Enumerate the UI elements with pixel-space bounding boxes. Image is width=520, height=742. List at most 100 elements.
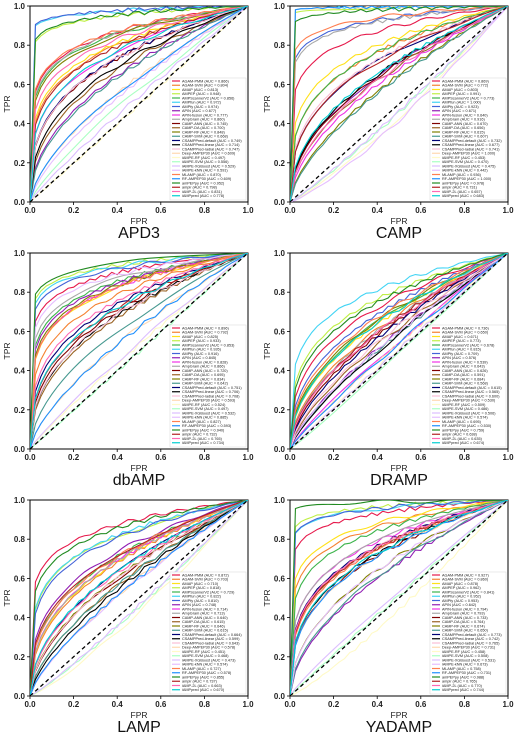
legend-entry: AMAP (AUC = 0.710)	[182, 582, 219, 586]
x-tick-label: 1.0	[502, 206, 514, 215]
legend-entry: CSAMPPred-linear (AUC = 0.742)	[442, 637, 500, 641]
y-tick-label: 0.4	[274, 367, 286, 376]
panel-title: DRAMP	[370, 472, 428, 489]
roc-curve-csamppred-radial	[30, 6, 248, 202]
x-tick-label: 0.6	[415, 206, 427, 215]
legend-entry: AMPScannerV2 (AUC = 0.773)	[442, 96, 495, 100]
roc-curve-iampe-knn	[290, 500, 508, 696]
legend-entry: MLAMP (AUC = 0.758)	[442, 667, 482, 671]
roc-curve-iampe-rf	[30, 6, 248, 202]
legend-entry: AmpGram (AUC = 0.866)	[182, 365, 225, 369]
y-tick-label: 0.4	[274, 120, 286, 129]
legend-entry: RF-AMPEP30 (AUC = 0.731)	[442, 671, 492, 675]
legend-entry: CAMP-SVM (AUC = 0.615)	[182, 629, 229, 633]
roc-curve-iamppred	[30, 6, 248, 202]
legend-entry: iAMPE-SVM (AUC = 0.470)	[442, 160, 489, 164]
legend-entry: MLAMP (AUC = 0.695)	[442, 420, 482, 424]
roc-curve-iampe-rf	[290, 6, 508, 202]
legend-entry: RF-AMPEP30 (AUC = 0.609)	[182, 177, 232, 181]
roc-curve-csamppred-radial	[30, 253, 248, 449]
y-tick-label: 0.8	[274, 288, 286, 297]
legend-entry: AMPEP (AUC = 0.933)	[182, 339, 221, 343]
x-tick-label: 0.2	[328, 700, 340, 709]
legend-entry: iAMPE-RF (AUC = 0.509)	[442, 403, 486, 407]
y-tick-label: 1.0	[274, 496, 286, 505]
x-axis-label: FPR	[131, 710, 148, 720]
roc-curve-ampeppy	[290, 253, 508, 449]
roc-curve-ampfy	[30, 253, 248, 449]
legend: AGAM-PMM (AUC = 0.872)AGAM-SVM (AUC = 0.…	[169, 571, 247, 695]
roc-curve-ampfy	[290, 253, 508, 449]
y-tick-label: 0.2	[14, 159, 26, 168]
legend-box	[429, 324, 507, 448]
legend: AGAM-PMM (AUC = 0.927)AGAM-SVM (AUC = 0.…	[429, 571, 507, 695]
legend-entry: CAMP-DA (AUC = 0.656)	[442, 126, 485, 130]
legend-entry: amPEPpy (AUC = 0.759)	[442, 428, 485, 432]
y-tick-label: 0.6	[14, 574, 26, 583]
curves-group	[30, 253, 248, 449]
legend-entry: AGAM-PMM (AUC = 0.736)	[442, 326, 489, 330]
x-tick-label: 0.6	[155, 206, 167, 215]
roc-curve-ampfun	[30, 253, 248, 449]
legend-entry: CAMP-SVM (AUC = 0.607)	[442, 135, 489, 139]
y-tick-label: 0.4	[274, 614, 286, 623]
legend-entry: iAMP-2L (AUC = 0.663)	[182, 684, 223, 688]
roc-curve-csamppred-radial	[290, 253, 508, 449]
roc-curve-camp-svm	[30, 253, 248, 449]
roc-curve-iamp-2l	[30, 6, 248, 202]
legend-entry: AMPScannerV2 (AUC = 0.678)	[442, 343, 495, 347]
legend-entry: AmpGram (AUC = 0.793)	[442, 612, 485, 616]
legend: AGAM-PMM (AUC = 0.866)AGAM-SVM (AUC = 0.…	[169, 77, 247, 201]
legend-entry: AMPEP (AUC = 0.991)	[442, 92, 481, 96]
x-tick-label: 0.0	[284, 206, 296, 215]
x-tick-label: 0.2	[68, 700, 80, 709]
roc-chart-svg: 0.0 0.2 0.4 0.6 0.8 1.0 0.0 0.2 0.4 0.6 0.8 1.0 FPR T…	[262, 2, 514, 242]
legend-entry: CAMP-ANN (AUC = 0.670)	[442, 122, 488, 126]
legend-entry: APIN-fusion (AUC = 0.714)	[182, 607, 228, 611]
roc-curve-ampep	[290, 6, 508, 202]
roc-curve-apin	[290, 500, 508, 696]
roc-curve-iampe-xgboost	[290, 6, 508, 202]
y-tick-label: 0.8	[14, 535, 26, 544]
legend-entry: iAMPpred (AUC = 0.744)	[442, 688, 485, 692]
legend-entry: CAMP-RF (AUC = 0.674)	[442, 624, 485, 628]
x-tick-label: 0.4	[112, 700, 124, 709]
legend-entry: AmpGram (AUC = 0.643)	[442, 365, 485, 369]
y-tick-label: 1.0	[14, 2, 26, 11]
x-tick-label: 1.0	[242, 700, 254, 709]
y-axis-label: TPR	[2, 590, 12, 607]
legend-entry: iAMPpred (AUC = 0.778)	[182, 194, 225, 198]
legend-entry: iAMPE-RF (AUC = 0.451)	[182, 650, 226, 654]
roc-curve-iampe-knn	[290, 6, 508, 202]
y-axis-label: TPR	[2, 343, 12, 360]
legend: AGAM-PMM (AUC = 0.869)AGAM-SVM (AUC = 0.…	[429, 77, 507, 201]
x-tick-label: 0.8	[199, 206, 211, 215]
legend-entry: CAMP-DA (AUC = 0.700)	[182, 126, 225, 130]
legend-entry: iAMPE-RF (AUC = 0.497)	[182, 156, 226, 160]
y-tick-label: 0.8	[274, 535, 286, 544]
legend-entry: amPEPpy (AUC = 0.988)	[442, 675, 485, 679]
legend-entry: iAMP-2L (AUC = 0.635)	[442, 437, 483, 441]
roc-chart-svg: 0.0 0.2 0.4 0.6 0.8 1.0 0.0 0.2 0.4 0.6 0.8 1.0 FPR T…	[2, 2, 254, 242]
legend-entry: CAMP-ANN (AUC = 0.745)	[182, 122, 228, 126]
legend-box	[169, 571, 247, 695]
legend-entry: AGAM-SVM (AUC = 0.650)	[442, 331, 489, 335]
legend-entry: AMPfun (AUC = 0.952)	[442, 595, 482, 599]
y-tick-label: 0.6	[274, 574, 286, 583]
legend-box	[169, 77, 247, 201]
panel-title: YADAMP	[366, 719, 432, 736]
panel-title: CAMP	[376, 225, 422, 242]
legend-entry: CAMP-RF (AUC = 0.684)	[442, 377, 485, 381]
y-axis-label: TPR	[2, 96, 12, 113]
legend-entry: CSAMPPred-default (AUC = 0.749)	[182, 139, 242, 143]
x-tick-label: 0.8	[459, 453, 471, 462]
roc-curve-iamp-2l	[290, 500, 508, 696]
x-axis-label: FPR	[131, 463, 148, 473]
legend-entry: APIN (AUC = 0.748)	[182, 603, 217, 607]
legend-entry: AmpGram (AUC = 0.713)	[182, 612, 225, 616]
legend-entry: iAMPpred (AUC = 0.674)	[442, 441, 485, 445]
legend-entry: CSAMPPred-radial (AUC = 0.708)	[182, 394, 240, 398]
legend-entry: AMAP (AUC = 0.813)	[182, 88, 219, 92]
roc-curve-ampgram	[290, 500, 508, 696]
legend-entry: iAMP-2L (AUC = 0.831)	[182, 190, 223, 194]
